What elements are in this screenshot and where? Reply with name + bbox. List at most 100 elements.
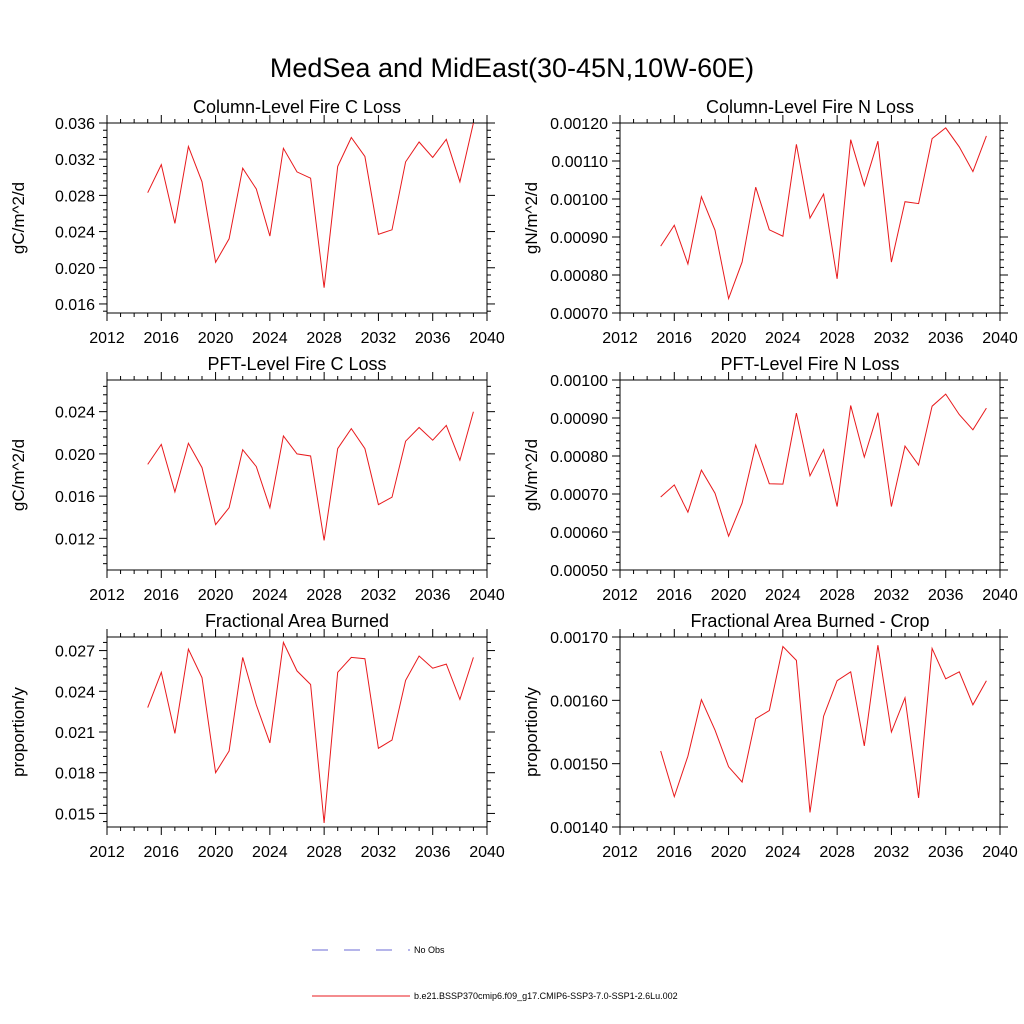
y-tick-label: 0.00120 xyxy=(550,116,608,133)
y-axis-label: gC/m^2/d xyxy=(9,439,28,511)
x-tick-label: 2016 xyxy=(143,330,179,347)
y-tick-label: 0.020 xyxy=(55,261,95,278)
x-tick-label: 2024 xyxy=(765,844,801,861)
x-tick-label: 2012 xyxy=(602,330,638,347)
y-tick-label: 0.032 xyxy=(55,152,95,169)
series-line xyxy=(147,411,474,541)
y-tick-label: 0.00150 xyxy=(550,757,608,774)
legend-entry-2: b.e21.BSSP370cmip6.f09_g17.CMIP6-SSP3-7.… xyxy=(312,991,678,1001)
x-tick-label: 2020 xyxy=(711,844,747,861)
x-tick-label: 2024 xyxy=(765,587,801,604)
x-tick-label: 2032 xyxy=(361,330,397,347)
x-tick-label: 2024 xyxy=(252,587,288,604)
y-axis-label: gN/m^2/d xyxy=(522,439,541,511)
x-tick-label: 2016 xyxy=(143,844,179,861)
y-tick-label: 0.021 xyxy=(55,725,95,742)
x-tick-label: 2020 xyxy=(198,330,234,347)
x-tick-label: 2012 xyxy=(602,587,638,604)
panel-title: PFT-Level Fire C Loss xyxy=(207,354,386,374)
x-tick-label: 2028 xyxy=(819,587,855,604)
y-tick-label: 0.020 xyxy=(55,447,95,464)
y-tick-label: 0.016 xyxy=(55,297,95,314)
x-tick-label: 2028 xyxy=(306,330,342,347)
y-tick-label: 0.015 xyxy=(55,806,95,823)
y-tick-label: 0.00070 xyxy=(550,306,608,323)
x-tick-label: 2028 xyxy=(819,844,855,861)
panel-title: Column-Level Fire N Loss xyxy=(706,97,914,117)
x-tick-label: 2016 xyxy=(656,844,692,861)
legend: No Obs b.e21.BSSP370cmip6.f09_g17.CMIP6-S… xyxy=(312,945,678,1001)
x-tick-label: 2028 xyxy=(819,330,855,347)
panels: Column-Level Fire C Loss gC/m^2/d 2012 2016… xyxy=(9,97,1018,861)
plot-frame xyxy=(619,636,1001,828)
panel-2: Column-Level Fire N Loss gN/m^2/d 2012 2016… xyxy=(522,97,1018,347)
x-tick-label: 2040 xyxy=(982,330,1018,347)
y-tick-label: 0.024 xyxy=(55,405,95,422)
y-axis-label: proportion/y xyxy=(522,687,541,777)
panel-title: PFT-Level Fire N Loss xyxy=(720,354,899,374)
y-tick-label: 0.016 xyxy=(55,489,95,506)
y-tick-label: 0.028 xyxy=(55,188,95,205)
panel-title: Fractional Area Burned xyxy=(205,611,389,631)
y-tick-label: 0.00140 xyxy=(550,820,608,837)
x-tick-label: 2016 xyxy=(656,330,692,347)
x-tick-label: 2028 xyxy=(306,844,342,861)
x-tick-label: 2024 xyxy=(252,330,288,347)
x-tick-label: 2020 xyxy=(711,587,747,604)
y-tick-label: 0.00110 xyxy=(551,154,608,171)
panel-title: Column-Level Fire C Loss xyxy=(193,97,401,117)
x-tick-label: 2040 xyxy=(982,587,1018,604)
x-tick-label: 2012 xyxy=(89,844,125,861)
legend-label: No Obs xyxy=(414,945,445,955)
series-line xyxy=(147,122,474,288)
x-tick-label: 2024 xyxy=(765,330,801,347)
legend-entry-1: No Obs xyxy=(312,945,445,955)
y-tick-label: 0.00070 xyxy=(550,487,608,504)
x-tick-label: 2020 xyxy=(711,330,747,347)
panel-5: Fractional Area Burned proportion/y 2012 20… xyxy=(9,611,505,861)
y-tick-label: 0.00100 xyxy=(550,192,608,209)
series-line xyxy=(660,393,987,538)
y-tick-label: 0.027 xyxy=(55,644,95,661)
x-tick-label: 2016 xyxy=(656,587,692,604)
y-tick-label: 0.00050 xyxy=(550,563,608,580)
x-tick-label: 2032 xyxy=(874,844,910,861)
y-tick-label: 0.024 xyxy=(55,225,95,242)
x-tick-label: 2036 xyxy=(415,330,451,347)
panel-6: Fractional Area Burned - Crop proportion/… xyxy=(522,611,1018,861)
legend-label: b.e21.BSSP370cmip6.f09_g17.CMIP6-SSP3-7.… xyxy=(414,991,678,1001)
x-tick-label: 2036 xyxy=(415,844,451,861)
x-tick-label: 2012 xyxy=(602,844,638,861)
x-tick-label: 2032 xyxy=(361,844,397,861)
x-tick-label: 2040 xyxy=(469,330,505,347)
x-tick-label: 2016 xyxy=(143,587,179,604)
y-tick-label: 0.00090 xyxy=(550,230,608,247)
x-tick-label: 2036 xyxy=(928,844,964,861)
panel-title: Fractional Area Burned - Crop xyxy=(690,611,929,631)
x-tick-label: 2020 xyxy=(198,844,234,861)
y-axis-label: gC/m^2/d xyxy=(9,182,28,254)
panel-4: PFT-Level Fire N Loss gN/m^2/d 2012 2016 202… xyxy=(522,354,1018,604)
x-tick-label: 2036 xyxy=(928,330,964,347)
x-tick-label: 2020 xyxy=(198,587,234,604)
y-tick-label: 0.00080 xyxy=(550,449,608,466)
y-tick-label: 0.00100 xyxy=(550,373,608,390)
x-tick-label: 2040 xyxy=(469,587,505,604)
figure-title: MedSea and MidEast(30-45N,10W-60E) xyxy=(270,53,754,83)
panel-3: PFT-Level Fire C Loss gC/m^2/d 2012 2016 202… xyxy=(9,354,505,604)
x-tick-label: 2036 xyxy=(415,587,451,604)
y-tick-label: 0.012 xyxy=(55,531,95,548)
x-tick-label: 2040 xyxy=(469,844,505,861)
series-line xyxy=(660,127,987,301)
y-tick-label: 0.00060 xyxy=(550,525,608,542)
y-tick-label: 0.024 xyxy=(55,684,95,701)
y-axis-label: gN/m^2/d xyxy=(522,182,541,254)
x-tick-label: 2012 xyxy=(89,587,125,604)
x-tick-label: 2032 xyxy=(874,330,910,347)
x-tick-label: 2036 xyxy=(928,587,964,604)
panel-1: Column-Level Fire C Loss gC/m^2/d 2012 2016… xyxy=(9,97,505,347)
y-tick-label: 0.018 xyxy=(55,766,95,783)
plot-frame xyxy=(106,122,488,314)
y-tick-label: 0.00090 xyxy=(550,411,608,428)
y-tick-label: 0.00170 xyxy=(550,630,608,647)
